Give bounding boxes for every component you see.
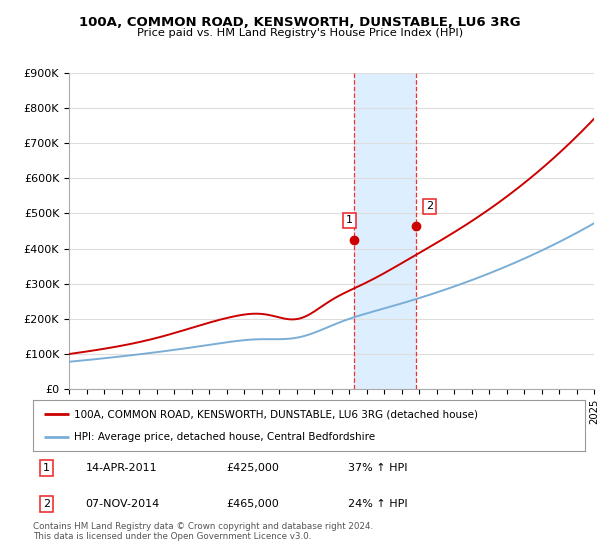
Text: £425,000: £425,000 [226,463,279,473]
Text: 37% ↑ HPI: 37% ↑ HPI [347,463,407,473]
Text: Contains HM Land Registry data © Crown copyright and database right 2024.
This d: Contains HM Land Registry data © Crown c… [33,522,373,542]
Text: 14-APR-2011: 14-APR-2011 [85,463,157,473]
Text: £465,000: £465,000 [226,499,279,509]
Text: 100A, COMMON ROAD, KENSWORTH, DUNSTABLE, LU6 3RG (detached house): 100A, COMMON ROAD, KENSWORTH, DUNSTABLE,… [74,409,478,419]
Text: 24% ↑ HPI: 24% ↑ HPI [347,499,407,509]
Text: 2: 2 [43,499,50,509]
Text: Price paid vs. HM Land Registry's House Price Index (HPI): Price paid vs. HM Land Registry's House … [137,28,463,38]
Text: 07-NOV-2014: 07-NOV-2014 [85,499,160,509]
Text: 1: 1 [346,216,353,226]
Bar [354,73,416,389]
Text: HPI: Average price, detached house, Central Bedfordshire: HPI: Average price, detached house, Cent… [74,432,376,442]
Text: 1: 1 [43,463,50,473]
Text: 2: 2 [426,202,433,211]
Text: 100A, COMMON ROAD, KENSWORTH, DUNSTABLE, LU6 3RG: 100A, COMMON ROAD, KENSWORTH, DUNSTABLE,… [79,16,521,29]
